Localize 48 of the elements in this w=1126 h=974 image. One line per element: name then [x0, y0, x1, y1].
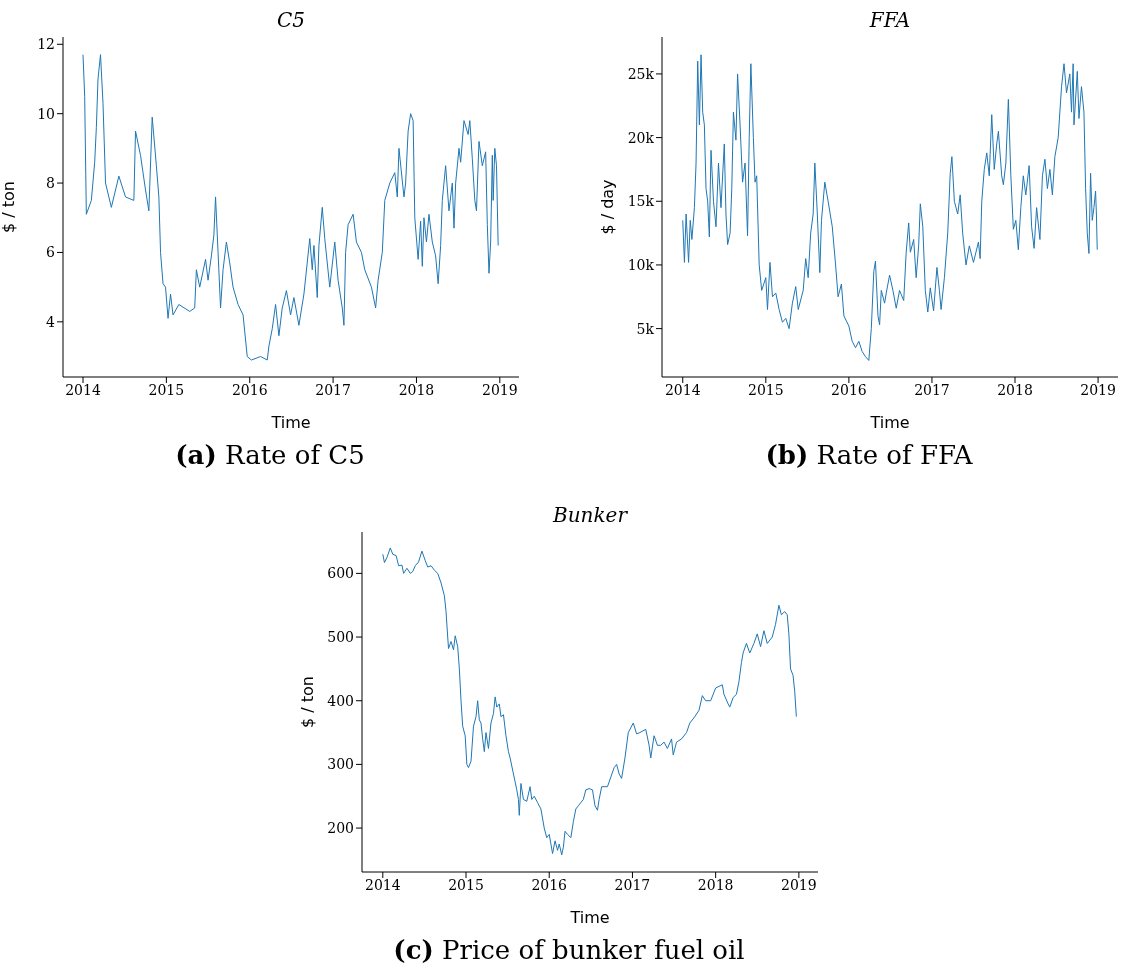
text: (b) Rate of FFA: [764, 440, 974, 470]
y-axis-title: $ / day: [597, 179, 617, 235]
x-axis-title: Time: [270, 413, 311, 432]
x-tick-label: 2019: [1080, 381, 1116, 398]
line-series: [82, 54, 499, 361]
x-tick-label: 2018: [997, 381, 1033, 398]
x-tick-label: 2019: [781, 876, 817, 893]
chart-title: C5: [276, 8, 306, 32]
text: (a) Rate of C5: [174, 440, 366, 470]
x-tick-label: 2015: [148, 381, 185, 398]
y-tick-label: 10: [37, 105, 55, 122]
x-tick-label: 2016: [531, 876, 568, 893]
y-tick-label: 20k: [627, 129, 655, 146]
y-tick-label: 12: [37, 36, 55, 53]
x-tick-label: 2015: [748, 381, 784, 398]
x-tick-label: 2017: [614, 876, 651, 893]
y-tick-label: 400: [327, 692, 354, 709]
x-tick-label: 2014: [364, 876, 401, 893]
x-tick-label: 2017: [315, 381, 351, 398]
y-tick-label: 6: [46, 244, 56, 261]
x-tick-label: 2018: [697, 876, 734, 893]
y-tick-label: 5k: [636, 320, 655, 337]
y-tick-label: 600: [327, 565, 354, 582]
x-tick-label: 2014: [664, 381, 701, 398]
text: (c) Price of bunker fuel oil: [392, 935, 746, 965]
x-tick-label: 2019: [482, 381, 518, 398]
y-tick-label: 200: [327, 820, 354, 837]
x-tick-label: 2018: [398, 381, 435, 398]
x-tick-label: 2017: [914, 381, 950, 398]
line-series: [682, 54, 1098, 361]
line-series: [382, 547, 797, 856]
y-tick-label: 4: [46, 313, 56, 330]
y-tick-label: 25k: [627, 65, 655, 82]
x-tick-label: 2014: [65, 381, 101, 398]
chart-title: Bunker: [551, 503, 629, 527]
y-tick-label: 15k: [627, 193, 655, 210]
y-axis-title: $ / ton: [0, 181, 18, 233]
x-tick-label: 2016: [831, 381, 867, 398]
y-axis-title: $ / ton: [297, 676, 317, 728]
x-axis-title: Time: [869, 413, 910, 432]
x-tick-label: 2016: [231, 381, 268, 398]
y-tick-label: 500: [327, 629, 354, 646]
x-axis-title: Time: [569, 908, 610, 927]
chart-title: FFA: [868, 8, 912, 32]
x-tick-label: 2015: [448, 876, 484, 893]
y-tick-label: 10k: [627, 256, 655, 273]
y-tick-label: 300: [327, 756, 354, 773]
y-tick-label: 8: [46, 175, 55, 192]
